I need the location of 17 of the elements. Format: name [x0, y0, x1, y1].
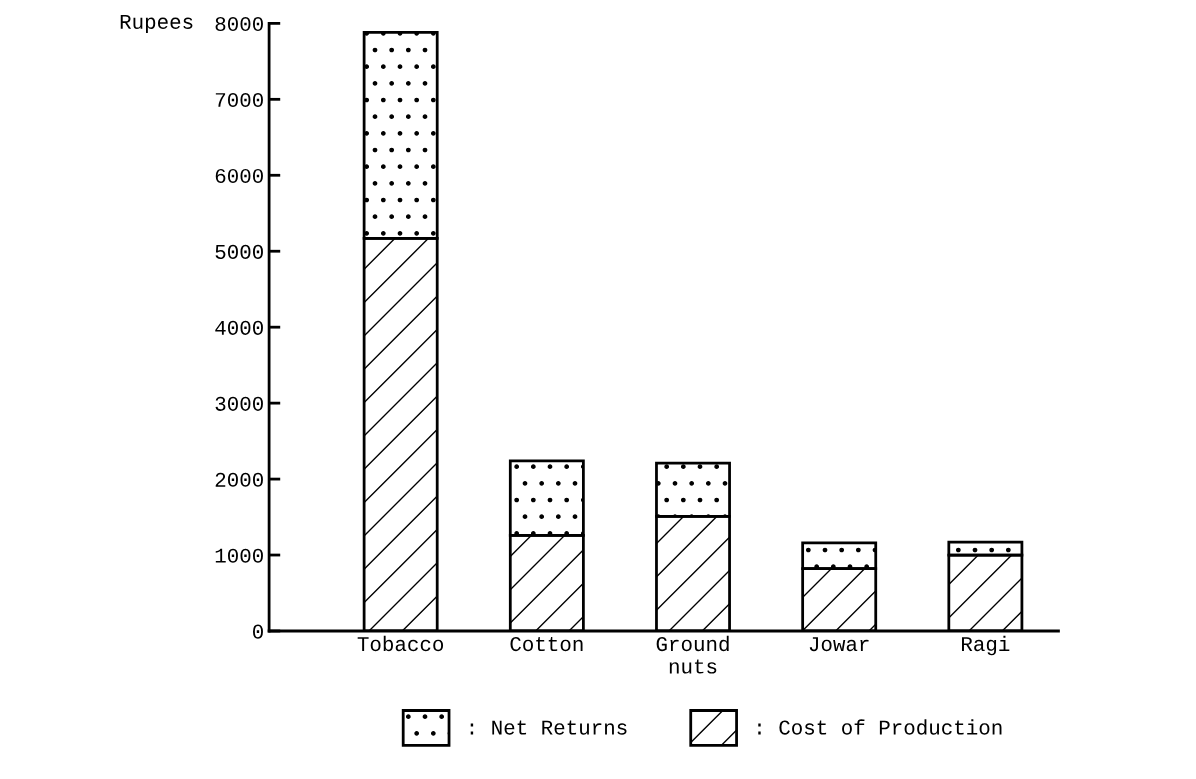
- y-tick-label: 2000: [215, 472, 263, 487]
- y-tick-label: 8000: [215, 16, 263, 32]
- y-tick-label: 1000: [215, 548, 263, 563]
- legend-label: : Net Returns: [470, 720, 627, 735]
- y-tick-label: 5000: [215, 244, 263, 259]
- y-axis-title: Rupees: [120, 15, 193, 34]
- y-tick-label: 4000: [215, 320, 263, 335]
- y-tick-label: 6000: [215, 168, 263, 184]
- y-tick-label: 0: [253, 624, 263, 639]
- y-tick-label: 3000: [215, 396, 263, 411]
- x-tick-label: Tobacco: [357, 635, 444, 652]
- x-tick-label: Ragi: [962, 635, 1010, 656]
- x-tick-label: Jowar: [809, 637, 869, 652]
- x-tick-label: Ground nuts: [656, 635, 729, 674]
- x-tick-label: Cotton: [510, 637, 583, 652]
- y-tick-label: 7000: [215, 92, 263, 108]
- legend-label: : Cost of Production: [758, 719, 1002, 735]
